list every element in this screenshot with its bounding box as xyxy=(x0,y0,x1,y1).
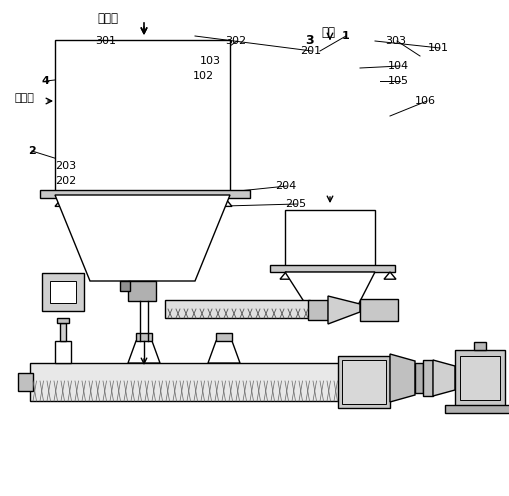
Bar xyxy=(269,265,394,272)
Text: 106: 106 xyxy=(414,96,435,106)
Bar xyxy=(342,360,385,404)
Text: 熔胶料: 熔胶料 xyxy=(97,11,118,24)
Polygon shape xyxy=(383,272,395,279)
Bar xyxy=(473,342,485,350)
Bar xyxy=(55,341,71,363)
Text: 301: 301 xyxy=(95,36,116,46)
Text: 粉料: 粉料 xyxy=(320,26,334,40)
Polygon shape xyxy=(55,195,230,281)
Bar xyxy=(40,190,249,198)
Bar xyxy=(444,405,509,413)
Text: 205: 205 xyxy=(285,199,305,209)
Text: 104: 104 xyxy=(387,61,408,71)
Text: 102: 102 xyxy=(192,71,214,81)
Bar xyxy=(165,300,309,318)
Polygon shape xyxy=(208,341,240,363)
Bar xyxy=(359,299,397,321)
Polygon shape xyxy=(432,360,454,396)
Text: 302: 302 xyxy=(224,36,246,46)
Text: 204: 204 xyxy=(274,181,296,191)
Text: 4: 4 xyxy=(42,76,50,86)
Text: 203: 203 xyxy=(55,161,76,171)
Polygon shape xyxy=(279,272,292,279)
Text: 101: 101 xyxy=(427,43,448,53)
Bar xyxy=(55,40,230,195)
Polygon shape xyxy=(217,198,232,206)
Bar xyxy=(128,281,156,301)
Polygon shape xyxy=(389,354,414,402)
Bar xyxy=(57,318,69,323)
Bar xyxy=(285,210,374,268)
Bar xyxy=(414,363,422,393)
Text: 排气口: 排气口 xyxy=(15,93,35,103)
Polygon shape xyxy=(128,341,160,363)
Text: 2: 2 xyxy=(28,146,36,156)
Polygon shape xyxy=(285,272,374,311)
Bar xyxy=(454,350,504,406)
Text: 103: 103 xyxy=(200,56,220,66)
Bar xyxy=(422,360,432,396)
Bar xyxy=(216,333,232,341)
Text: 201: 201 xyxy=(299,46,321,56)
Bar xyxy=(18,373,33,391)
Text: 1: 1 xyxy=(342,31,349,41)
Bar xyxy=(307,300,327,320)
Bar xyxy=(337,356,389,408)
Text: 3: 3 xyxy=(304,35,313,48)
Bar xyxy=(50,281,76,303)
Polygon shape xyxy=(327,296,359,324)
Text: 303: 303 xyxy=(384,36,405,46)
Bar xyxy=(459,356,499,400)
Bar xyxy=(42,273,84,311)
Polygon shape xyxy=(55,198,69,206)
Text: 202: 202 xyxy=(55,176,76,186)
Bar xyxy=(30,363,340,401)
Bar xyxy=(120,281,130,291)
Text: 105: 105 xyxy=(387,76,408,86)
Bar xyxy=(136,333,152,341)
Bar xyxy=(60,323,66,341)
